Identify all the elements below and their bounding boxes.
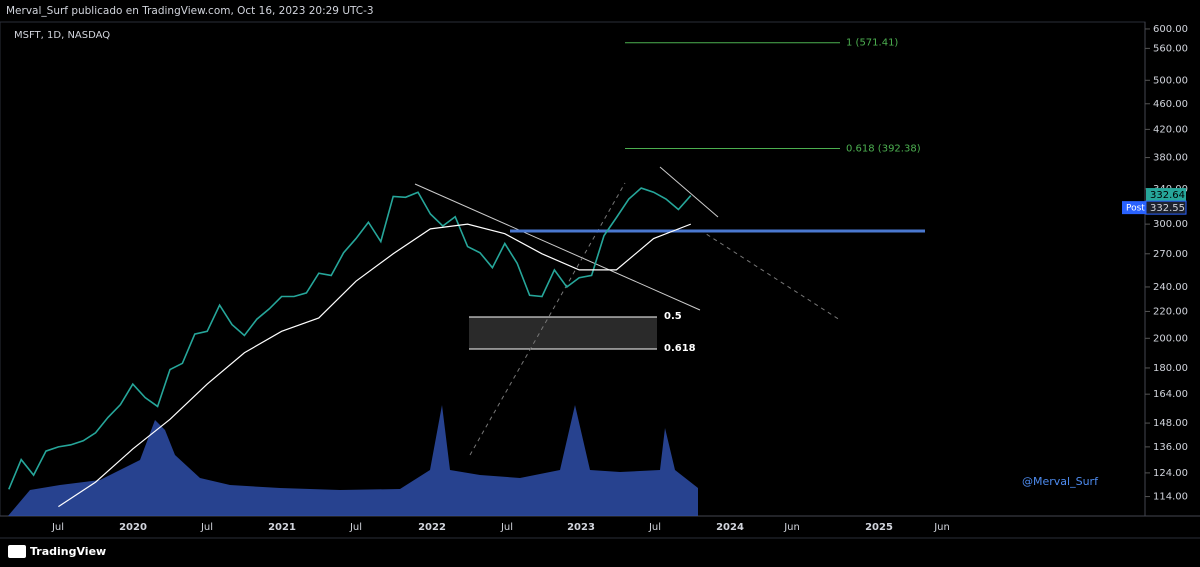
y-tick-label: 148.00 xyxy=(1153,418,1188,429)
post-tag: Post xyxy=(1126,204,1145,214)
last-price-label: 332.64 xyxy=(1150,190,1185,201)
y-tick-label: 420.00 xyxy=(1153,124,1188,135)
x-tick-label: Jul xyxy=(648,522,661,533)
zone-label: 0.5 xyxy=(664,311,682,322)
footer-brand: TradingView xyxy=(30,545,106,558)
x-tick-label: 2024 xyxy=(716,522,744,533)
volume-area xyxy=(8,405,698,516)
y-tick-label: 600.00 xyxy=(1153,24,1188,35)
x-tick-label: 2022 xyxy=(418,522,446,533)
x-tick-label: Jun xyxy=(783,522,800,533)
symbol-title: MSFT, 1D, NASDAQ xyxy=(14,30,110,41)
header-title: Merval_Surf publicado en TradingView.com… xyxy=(6,5,374,17)
y-tick-label: 300.00 xyxy=(1153,219,1188,230)
trendline xyxy=(659,166,719,218)
y-tick-label: 460.00 xyxy=(1153,99,1188,110)
series-line xyxy=(58,223,692,508)
y-tick-label: 270.00 xyxy=(1153,249,1188,260)
x-tick-label: Jul xyxy=(500,522,513,533)
fib-label: 1 (571.41) xyxy=(846,38,898,49)
post-tag-box xyxy=(1122,201,1146,215)
last-price-box xyxy=(1146,188,1186,202)
x-tick-label: Jul xyxy=(200,522,213,533)
tv-logo xyxy=(8,545,26,558)
series-line xyxy=(8,187,692,490)
y-tick-label: 380.00 xyxy=(1153,153,1188,164)
trendline xyxy=(414,183,701,311)
post-price-box xyxy=(1145,200,1187,215)
y-tick-label: 240.00 xyxy=(1153,282,1188,293)
x-tick-label: Jul xyxy=(349,522,362,533)
y-tick-label: 220.00 xyxy=(1153,306,1188,317)
y-tick-label: 560.00 xyxy=(1153,43,1188,54)
watermark: @Merval_Surf xyxy=(1022,475,1099,488)
x-tick-label: 2023 xyxy=(567,522,595,533)
dashed-projection xyxy=(699,229,841,321)
y-tick-label: 164.00 xyxy=(1153,389,1188,400)
post-price-label: 332.55 xyxy=(1150,203,1185,214)
fib-label: 0.618 (392.38) xyxy=(846,144,921,155)
y-tick-label: 500.00 xyxy=(1153,75,1188,86)
y-tick-label: 180.00 xyxy=(1153,363,1188,374)
x-tick-label: Jul xyxy=(51,522,64,533)
fib-zone xyxy=(469,317,657,349)
x-tick-label: 2021 xyxy=(268,522,296,533)
x-tick-label: 2025 xyxy=(865,522,893,533)
y-tick-label: 136.00 xyxy=(1153,442,1188,453)
y-tick-label: 200.00 xyxy=(1153,333,1188,344)
x-tick-label: Jun xyxy=(933,522,950,533)
y-tick-label: 124.00 xyxy=(1153,468,1188,479)
zone-label: 0.618 xyxy=(664,343,696,354)
x-tick-label: 2020 xyxy=(119,522,147,533)
y-tick-label: 114.00 xyxy=(1153,492,1188,503)
